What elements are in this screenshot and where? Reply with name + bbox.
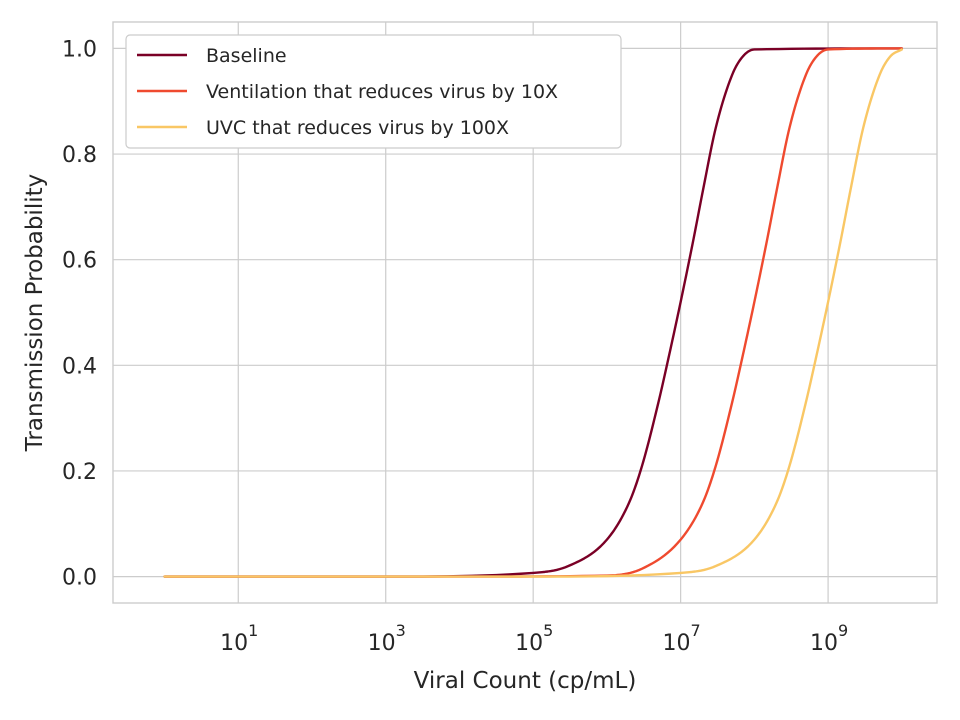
x-tick-label: 109 [810,621,848,656]
x-axis-label: Viral Count (cp/mL) [414,668,637,694]
series-lines [163,47,904,578]
y-tick-label: 0.6 [62,249,97,274]
x-tick-label: 103 [368,621,406,656]
plot-area-frame [112,21,938,604]
x-tick-label: 105 [515,621,553,656]
x-tick-exponent: 9 [838,621,848,640]
x-tick-exponent: 1 [248,621,258,640]
y-tick-label: 0.8 [62,143,97,168]
y-tick-label: 0.0 [62,566,97,591]
y-tick-label: 1.0 [62,37,97,62]
legend-label: Ventilation that reduces virus by 10X [206,81,558,103]
legend-label: UVC that reduces virus by 100X [206,117,509,139]
x-tick-base: 10 [810,631,838,656]
x-tick-label: 101 [220,621,258,656]
y-tick-label: 0.4 [62,354,97,379]
x-tick-label: 107 [663,621,701,656]
series-line-1 [163,47,904,578]
series-line-0 [163,47,904,578]
y-axis-label: Transmission Probability [22,174,48,452]
x-tick-exponent: 3 [396,621,406,640]
x-tick-base: 10 [368,631,396,656]
legend-box [125,34,622,149]
x-tick-exponent: 7 [691,621,701,640]
x-tick-base: 10 [663,631,691,656]
x-tick-base: 10 [515,631,543,656]
legend: Baseline Ventilation that reduces virus b… [125,34,622,149]
x-tick-exponent: 5 [543,621,553,640]
series-line-2 [163,48,904,578]
legend-label: Baseline [206,45,287,67]
x-tick-base: 10 [220,631,248,656]
y-tick-label: 0.2 [62,460,97,485]
y-axis-ticks: 0.0 0.2 0.4 0.6 0.8 1.0 [62,37,97,590]
